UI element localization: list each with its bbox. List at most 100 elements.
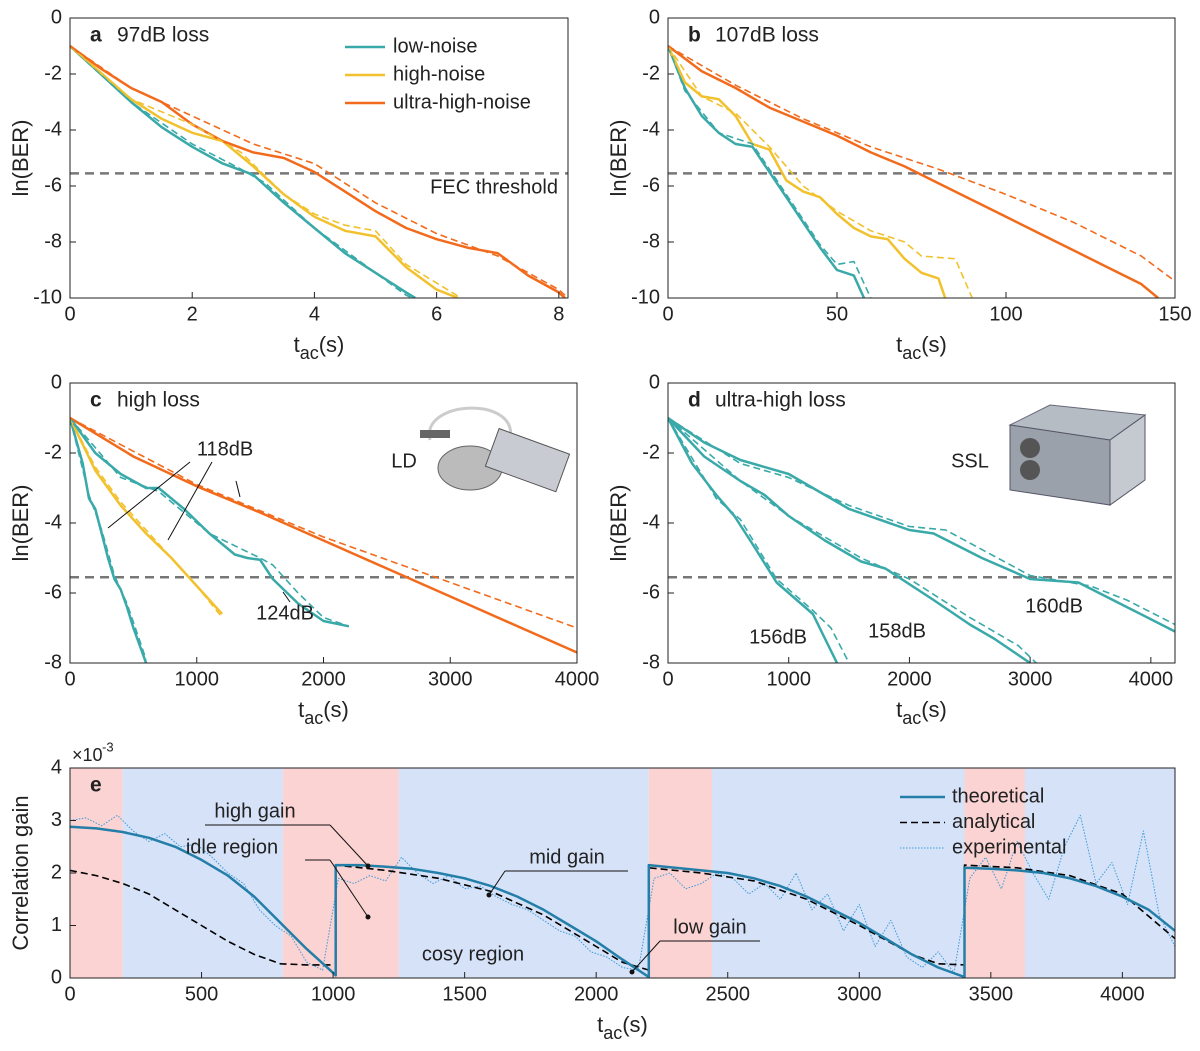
y-tick-label: -8 — [642, 651, 660, 673]
data-line — [668, 44, 1159, 298]
annotation: 124dB — [256, 602, 314, 624]
fiber — [427, 406, 513, 441]
x-tick-label: 1000 — [766, 668, 811, 690]
annotation: SSL — [951, 450, 989, 472]
x-axis-label-sub: ac — [304, 708, 323, 728]
axes-frame — [667, 17, 1176, 299]
x-axis-label: tac(s) — [597, 1012, 648, 1043]
data-line — [70, 825, 1175, 978]
data-line — [70, 864, 1175, 971]
x-axis-label-main: t — [298, 697, 304, 722]
x-tick-label: 2500 — [705, 983, 750, 1005]
x-tick-label: 0 — [64, 668, 75, 690]
ssl-photo — [1008, 404, 1147, 506]
data-line — [70, 417, 147, 660]
x-tick-label: 1000 — [311, 983, 356, 1005]
x-axis-label: tac(s) — [896, 332, 947, 363]
panel-label: b — [688, 24, 701, 47]
x-axis-label: tac(s) — [294, 332, 345, 363]
x-axis-label: tac(s) — [896, 697, 947, 728]
data-line — [668, 417, 1037, 663]
x-tick-label: 3000 — [428, 668, 473, 690]
y-tick-label: -4 — [642, 118, 660, 140]
panel-label: d — [688, 389, 701, 412]
x-tick-label: 8 — [553, 303, 564, 325]
x-axis-label-main: t — [597, 1012, 603, 1037]
y-axis-label: ln(BER) — [606, 119, 631, 196]
data-line — [70, 45, 462, 298]
x-tick-label: 4000 — [1129, 668, 1174, 690]
y-tick-label: -2 — [44, 441, 62, 463]
x-tick-label: 1500 — [442, 983, 487, 1005]
x-tick-label: 2 — [187, 303, 198, 325]
region — [122, 768, 284, 978]
leader-dot — [365, 914, 371, 920]
data-line — [70, 45, 459, 298]
y-axis-label: ln(BER) — [8, 484, 33, 561]
x-axis-label-sub: ac — [902, 343, 921, 363]
x-tick-label: 0 — [662, 668, 673, 690]
data-line — [70, 45, 413, 298]
series-group — [668, 416, 1175, 663]
leader-dot — [486, 892, 492, 898]
data-line — [70, 417, 350, 628]
x-axis-label-unit: (s) — [622, 1012, 648, 1037]
y-tick-label: -2 — [44, 62, 62, 84]
legend-label: analytical — [952, 811, 1035, 833]
region — [283, 768, 399, 978]
legend-label: theoretical — [952, 785, 1044, 807]
data-line — [70, 44, 566, 298]
x-tick-label: 0 — [64, 303, 75, 325]
y-tick-label: -6 — [642, 581, 660, 603]
x-tick-label: 2000 — [301, 668, 346, 690]
data-line — [668, 416, 1175, 633]
legend-label: low-noise — [393, 35, 477, 57]
leader-line — [282, 591, 291, 603]
annotation: cosy region — [422, 943, 524, 965]
y-multiplier-exp: -3 — [102, 739, 114, 754]
panel-title: 107dB loss — [715, 24, 819, 47]
x-tick-label: 4000 — [555, 668, 600, 690]
x-tick-label: 100 — [989, 303, 1022, 325]
annotation: LD — [391, 450, 417, 472]
annotation: high gain — [214, 800, 295, 822]
ld-photo — [420, 406, 571, 493]
annotation: idle region — [186, 836, 278, 858]
panel: 0 50 100 150 -10 -8 -6 -4 -2 0 tac(s) ln(BER) b 107dB… — [606, 6, 1192, 362]
data-line — [70, 417, 148, 663]
x-tick-label: 2000 — [574, 983, 619, 1005]
y-tick-label: -8 — [44, 230, 62, 252]
legend-label: experimental — [952, 836, 1067, 858]
legend-label: high-noise — [393, 63, 485, 85]
x-axis-label: tac(s) — [298, 697, 349, 728]
x-tick-label: 3500 — [969, 983, 1014, 1005]
panel: 0 500 1000 1500 2000 2500 3000 3500 4000 0 1 2 3 4 tac… — [8, 739, 1176, 1043]
y-axis-label: Correlation gain — [8, 795, 33, 950]
y-axis-label: ln(BER) — [8, 119, 33, 196]
y-tick-label: 0 — [649, 6, 660, 28]
y-multiplier: ×10 — [72, 745, 103, 765]
series-group — [668, 44, 1175, 298]
region — [964, 768, 1026, 978]
data-line — [70, 45, 568, 298]
y-tick-label: 0 — [649, 371, 660, 393]
ssl-side — [1109, 414, 1146, 506]
panel: 0 1000 2000 3000 4000 -8 -6 -4 -2 0 tac(s) ln(BER) c… — [8, 371, 599, 727]
y-tick-label: -6 — [44, 174, 62, 196]
y-tick-label: -8 — [44, 651, 62, 673]
leader-line — [167, 461, 213, 541]
data-line — [668, 45, 866, 298]
y-tick-label: -4 — [642, 511, 660, 533]
data-line — [668, 417, 850, 663]
region — [711, 768, 965, 978]
panel-title: high loss — [117, 389, 200, 412]
y-tick-label: 0 — [51, 6, 62, 28]
ld-module — [484, 427, 571, 493]
threshold-label: FEC threshold — [430, 177, 558, 199]
fan — [1020, 460, 1040, 480]
series-group — [70, 814, 1175, 978]
series-group — [70, 44, 568, 298]
panel: FEC threshold 0 2 4 6 8 -10 -8 -6 -4 -2 0 tac(s) ln(B… — [8, 6, 569, 363]
annotation: 160dB — [1025, 595, 1083, 617]
region — [70, 768, 123, 978]
